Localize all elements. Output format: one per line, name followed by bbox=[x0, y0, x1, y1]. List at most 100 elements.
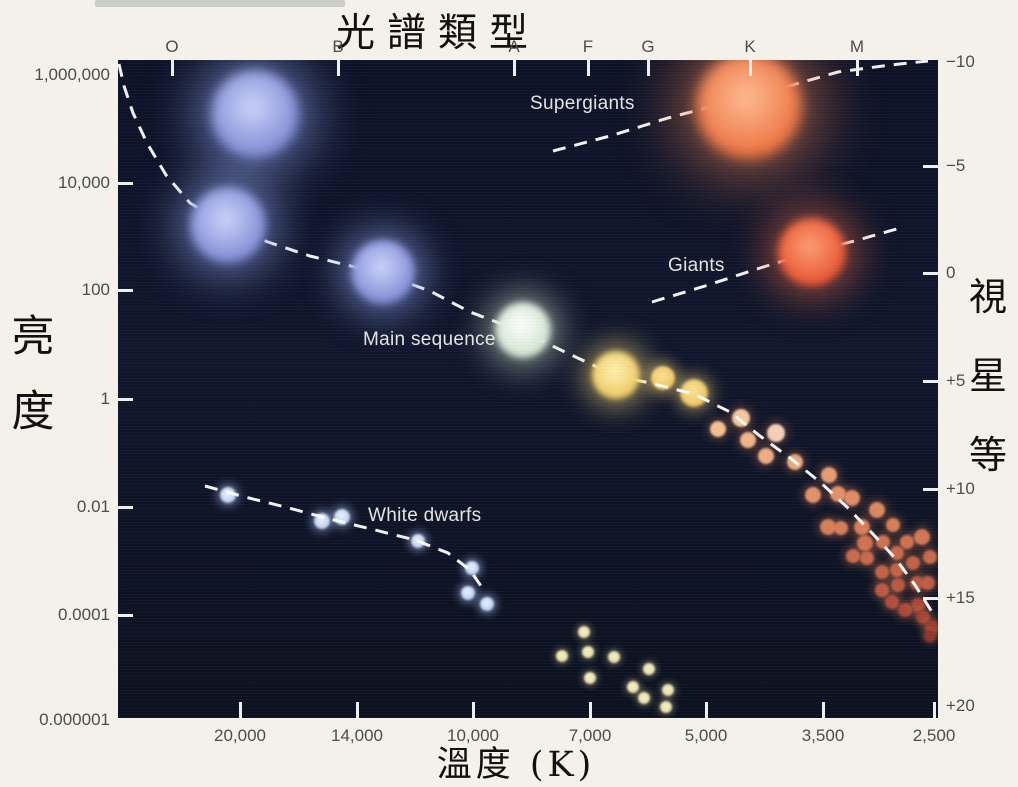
right-axis-title: 視 星 等 bbox=[966, 266, 1010, 479]
faint-yellow-star bbox=[643, 663, 655, 675]
red-dwarf-star bbox=[740, 432, 756, 448]
left-tick-mark bbox=[118, 506, 133, 509]
white-dwarf-star bbox=[465, 561, 479, 575]
faint-yellow-star bbox=[556, 650, 568, 662]
right-axis-title-char: 星 bbox=[968, 354, 1007, 398]
white-dwarf-star bbox=[220, 487, 236, 503]
left-tick-label-0.0001: 0.0001 bbox=[58, 605, 110, 624]
bottom-tick-mark bbox=[705, 702, 708, 718]
red-giant-star bbox=[778, 218, 846, 286]
faint-yellow-star bbox=[582, 646, 594, 658]
bottom-tick-label-7,000: 7,000 bbox=[568, 726, 612, 745]
top-tick-mark bbox=[749, 60, 752, 76]
left-tick-label-1,000,000: 1,000,000 bbox=[34, 65, 110, 84]
red-dwarf-star bbox=[876, 535, 890, 549]
red-dwarf-star bbox=[857, 535, 873, 551]
red-dwarf-star bbox=[906, 556, 920, 570]
red-dwarf-star bbox=[885, 595, 899, 609]
bottom-tick-mark bbox=[356, 702, 359, 718]
annotations-layer: Supergiants Giants Main sequence White dwar… bbox=[118, 60, 938, 718]
red-dwarf-star bbox=[820, 519, 836, 535]
bottom-tick-label-14,000: 14,000 bbox=[331, 726, 383, 745]
red-dwarf-star bbox=[846, 549, 860, 563]
red-dwarf-star bbox=[821, 467, 837, 483]
top-tick-label-O: O bbox=[165, 37, 179, 56]
left-axis-title-char: 度 bbox=[11, 387, 55, 437]
annotation-supergiants: Supergiants bbox=[530, 93, 635, 114]
red-dwarf-star bbox=[860, 551, 874, 565]
bottom-tick-label-2,500: 2,500 bbox=[912, 726, 956, 745]
bottom-tick-label-10,000: 10,000 bbox=[447, 726, 499, 745]
top-tick-label-A: A bbox=[508, 37, 520, 56]
left-tick-mark bbox=[118, 398, 133, 401]
right-tick-label-−10: −10 bbox=[946, 52, 975, 71]
top-axis-title: 光譜類型 bbox=[336, 11, 541, 56]
red-dwarf-star bbox=[869, 502, 885, 518]
scan-artifact bbox=[95, 0, 345, 7]
bottom-tick-label-20,000: 20,000 bbox=[214, 726, 266, 745]
top-tick-label-M: M bbox=[849, 37, 865, 56]
top-tick-label-G: G bbox=[641, 37, 655, 56]
top-tick-mark bbox=[856, 60, 859, 76]
right-tick-mark bbox=[923, 380, 938, 383]
blue-main-sequence-star bbox=[211, 70, 299, 158]
red-dwarf-star bbox=[891, 578, 905, 592]
red-dwarf-star bbox=[921, 576, 935, 590]
top-tick-mark bbox=[171, 60, 174, 76]
white-dwarf-star bbox=[461, 586, 475, 600]
red-dwarf-star bbox=[830, 486, 846, 502]
red-dwarf-star bbox=[834, 521, 848, 535]
bottom-tick-mark bbox=[933, 702, 936, 718]
annotation-white-dwarfs: White dwarfs bbox=[368, 505, 482, 526]
left-tick-label-0.000001: 0.000001 bbox=[39, 710, 110, 729]
left-tick-mark bbox=[118, 614, 133, 617]
right-axis-title-char: 視 bbox=[968, 275, 1007, 319]
bottom-tick-mark bbox=[239, 702, 242, 718]
top-tick-mark bbox=[337, 60, 340, 76]
faint-yellow-star bbox=[660, 701, 672, 713]
top-tick-label-B: B bbox=[332, 37, 344, 56]
blue-main-sequence-star bbox=[190, 187, 266, 263]
top-tick-label-K: K bbox=[744, 37, 756, 56]
faint-yellow-star bbox=[662, 684, 674, 696]
faint-yellow-star bbox=[638, 692, 650, 704]
top-tick-mark bbox=[647, 60, 650, 76]
right-tick-label-+5: +5 bbox=[946, 371, 966, 390]
left-tick-label-100: 100 bbox=[81, 280, 110, 299]
faint-yellow-star bbox=[608, 651, 620, 663]
tick-marks-layer bbox=[118, 60, 938, 718]
left-tick-mark bbox=[118, 289, 133, 292]
red-dwarf-star bbox=[916, 610, 930, 624]
red-supergiant-star bbox=[696, 60, 802, 159]
red-dwarf-star bbox=[805, 487, 821, 503]
red-dwarf-star bbox=[854, 519, 870, 535]
top-tick-mark bbox=[587, 60, 590, 76]
red-dwarf-star bbox=[875, 583, 889, 597]
right-tick-mark bbox=[923, 165, 938, 168]
right-tick-label-+10: +10 bbox=[946, 479, 975, 498]
top-tick-label-F: F bbox=[582, 37, 594, 56]
white-dwarf-star bbox=[480, 597, 494, 611]
right-tick-label-+20: +20 bbox=[946, 696, 975, 715]
faint-yellow-star bbox=[627, 681, 639, 693]
plot-area: Supergiants Giants Main sequence White dwar… bbox=[118, 60, 938, 718]
bottom-tick-label-5,000: 5,000 bbox=[684, 726, 728, 745]
red-dwarf-star bbox=[710, 421, 726, 437]
bottom-tick-mark bbox=[472, 702, 475, 718]
right-tick-label-0: 0 bbox=[946, 263, 956, 282]
right-tick-label-+15: +15 bbox=[946, 588, 975, 607]
left-tick-label-0.01: 0.01 bbox=[76, 497, 110, 516]
red-dwarf-star bbox=[910, 576, 924, 590]
right-tick-mark bbox=[923, 272, 938, 275]
faint-yellow-star bbox=[578, 626, 590, 638]
left-tick-mark bbox=[118, 182, 133, 185]
bottom-tick-mark bbox=[589, 702, 592, 718]
right-tick-label-−5: −5 bbox=[946, 156, 966, 175]
right-tick-mark bbox=[923, 488, 938, 491]
annotation-main-sequence: Main sequence bbox=[363, 329, 496, 350]
left-tick-label-1: 1 bbox=[100, 389, 110, 408]
red-dwarf-star bbox=[911, 598, 925, 612]
red-dwarf-star bbox=[924, 630, 936, 642]
red-dwarf-star bbox=[914, 529, 930, 545]
right-axis-title-char: 等 bbox=[968, 433, 1007, 477]
